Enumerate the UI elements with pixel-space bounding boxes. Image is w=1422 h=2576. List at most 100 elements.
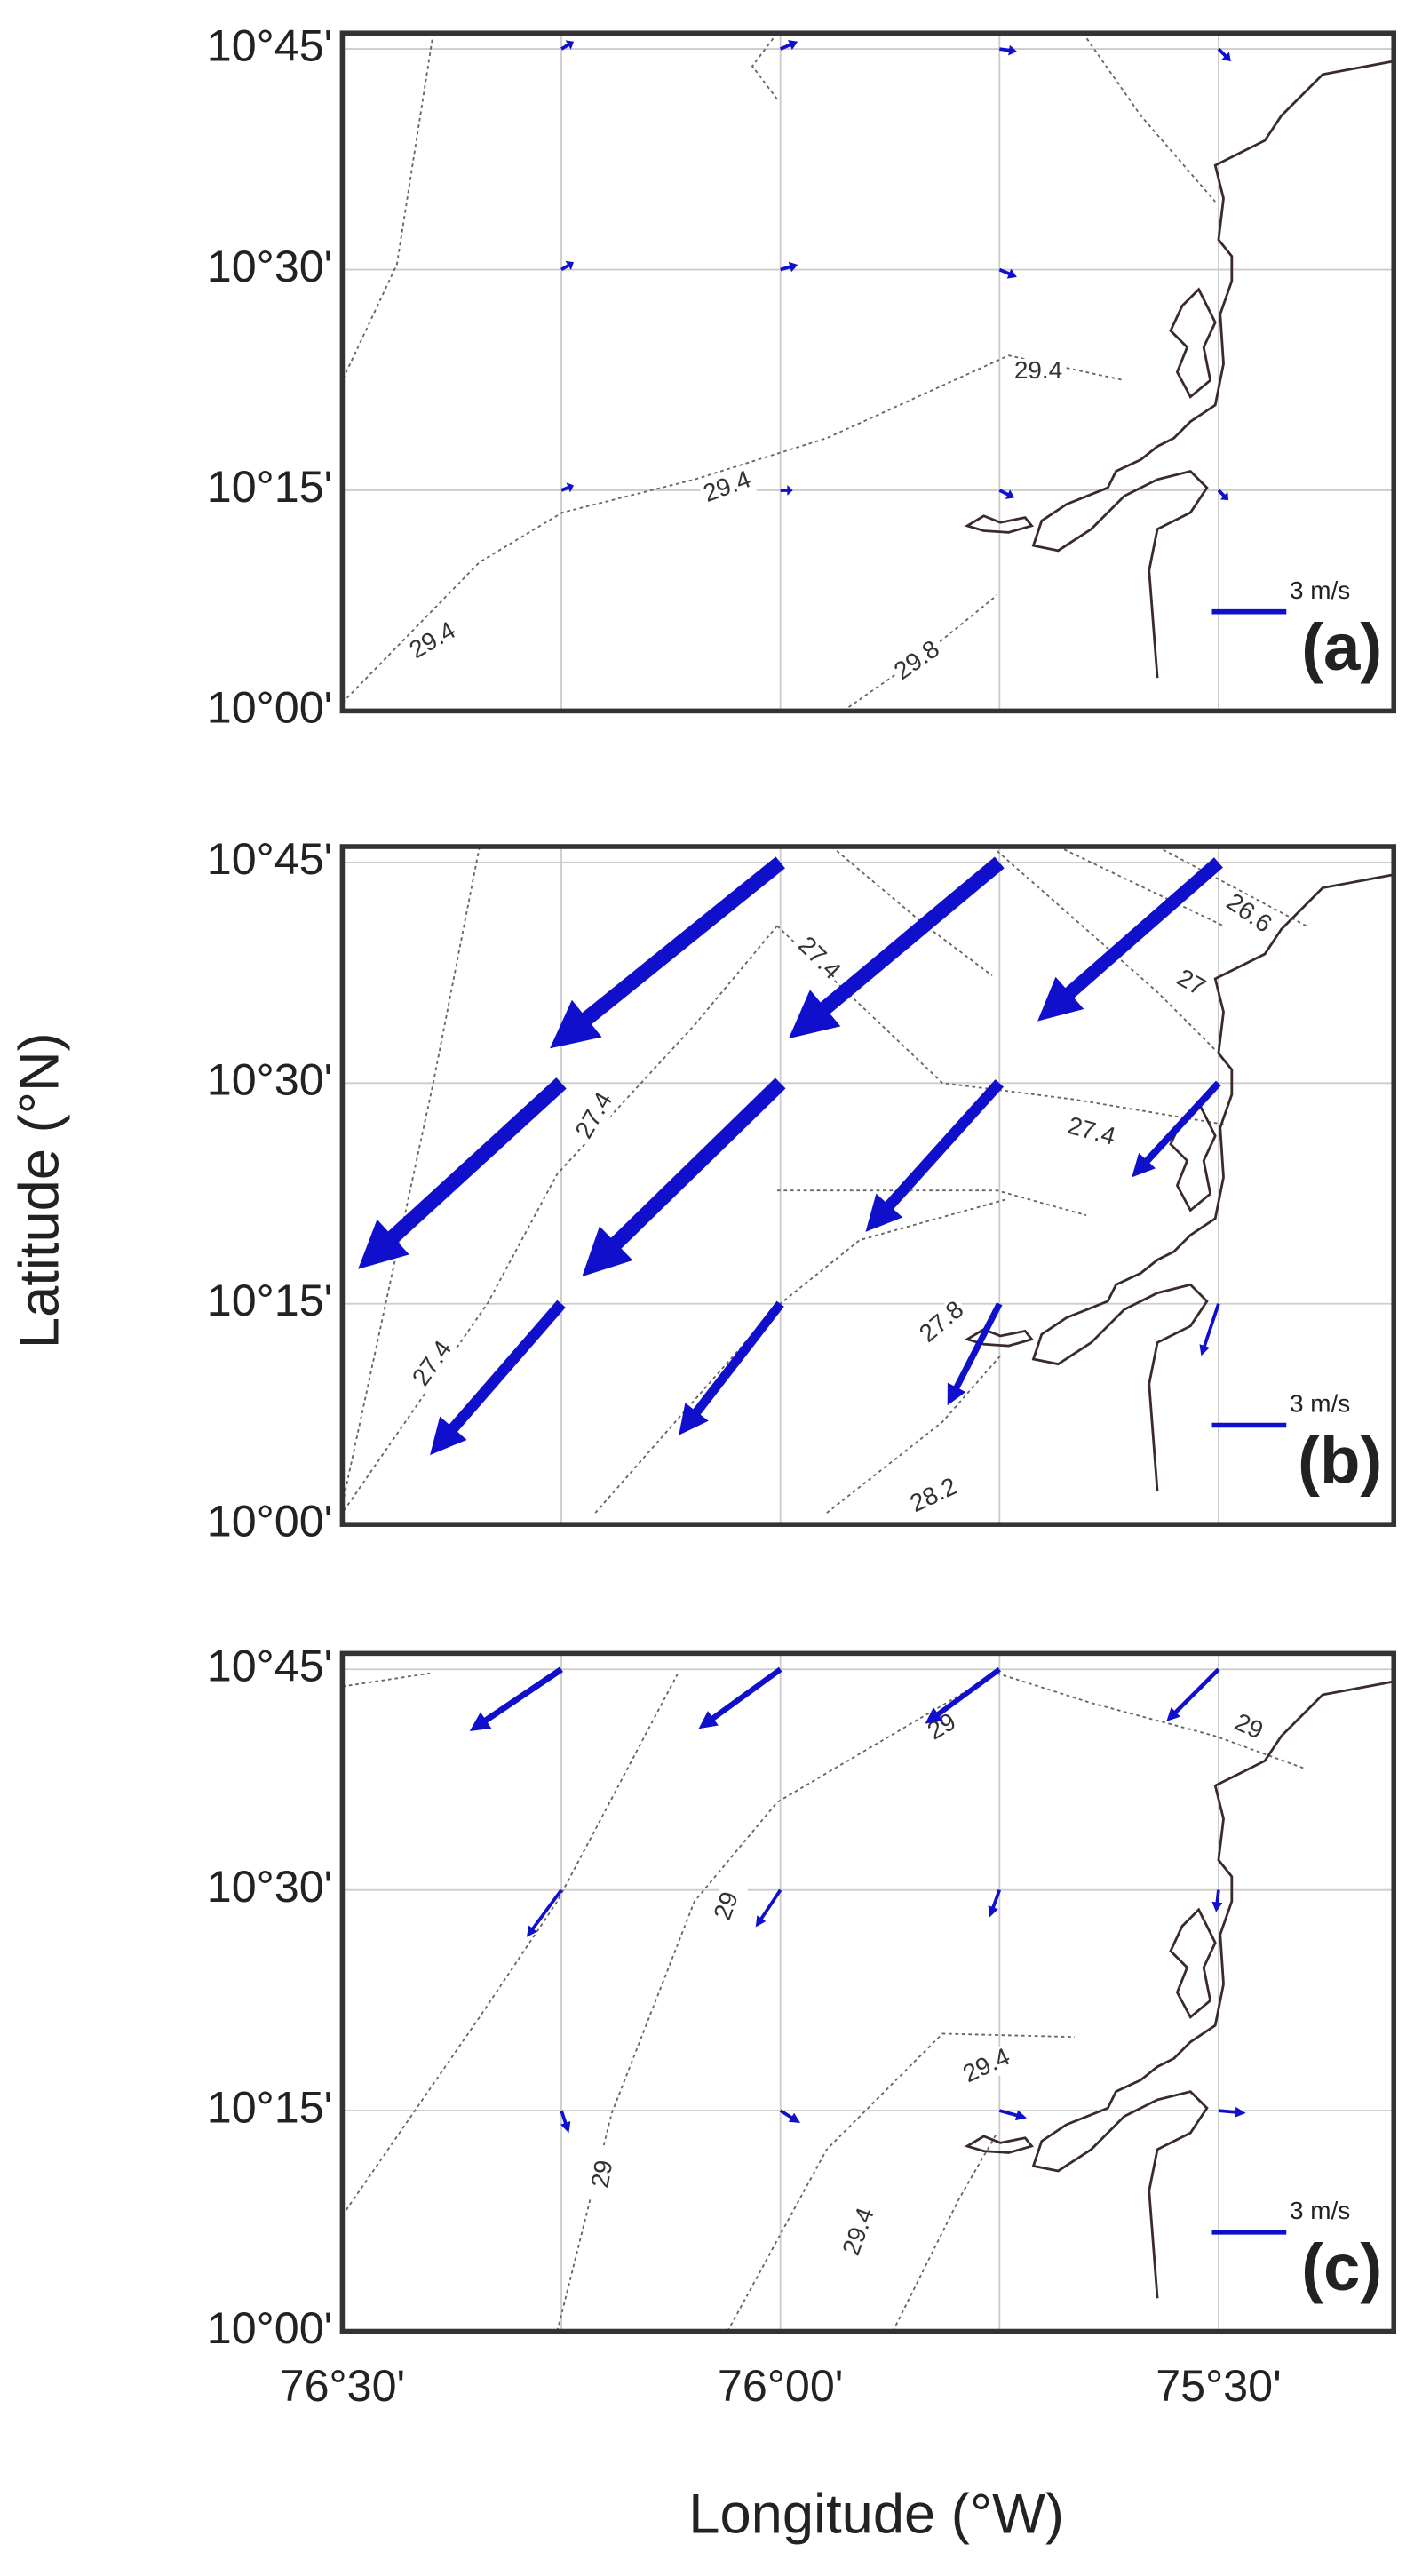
contour-line (751, 32, 778, 100)
current-vector (998, 267, 1017, 279)
current-vector (1217, 47, 1231, 62)
y-tick-label: 10°00' (207, 1496, 332, 1546)
y-tick-label: 10°30' (207, 242, 332, 291)
panel-label: (c) (1301, 2230, 1382, 2304)
contour-label: 29.4 (1014, 356, 1062, 384)
contour-label-bg (957, 2043, 1017, 2090)
x-axis-title: Longitude (°W) (688, 2484, 1064, 2546)
contour-label-bg (1161, 958, 1220, 1009)
contour-label-bg (913, 1295, 972, 1350)
map-panel: 29.429.429.4 29.83 m/s(a) (339, 30, 1397, 714)
scale-label: 3 m/s (1290, 576, 1350, 604)
contour-line (830, 846, 993, 976)
current-vector (1218, 2106, 1246, 2118)
current-vector (925, 1666, 1002, 1724)
contour-line (1082, 32, 1216, 203)
panel-frame (339, 30, 1397, 714)
contour-line (341, 1673, 679, 2216)
contour-label-bg (1061, 1112, 1121, 1153)
current-vector (560, 40, 575, 51)
contour-label-bg (888, 635, 948, 688)
current-vector (469, 1666, 563, 1732)
scale-label: 3 m/s (1290, 1390, 1350, 1418)
current-vector (755, 1888, 782, 1928)
x-tick-label: 76°30' (280, 2361, 405, 2411)
contour-label-bg (1219, 1705, 1278, 1752)
current-vector (947, 1302, 1003, 1406)
x-tick-label: 76°00' (718, 2361, 843, 2411)
current-vector (560, 2110, 571, 2134)
current-vector (698, 1666, 782, 1729)
contour-label-bg (912, 1703, 973, 1753)
panel-label: (a) (1301, 610, 1382, 684)
contour-label-bg (904, 1473, 965, 1520)
y-tick-label: 10°45' (207, 20, 332, 70)
contour-label-bg (407, 1334, 460, 1394)
contour-label-bg (570, 1086, 620, 1146)
current-vector (1217, 489, 1229, 501)
contour-line (594, 1197, 1009, 1514)
current-vector (358, 1077, 567, 1269)
panel-label: (b) (1298, 1424, 1382, 1498)
y-tick-label: 10°00' (207, 683, 332, 733)
contour-line (776, 1189, 1087, 1216)
y-tick-label: 10°15' (207, 2082, 332, 2132)
x-tick-label: 75°30' (1156, 2361, 1281, 2411)
contour-line (892, 2132, 998, 2332)
contour-line (341, 354, 1125, 704)
current-vector (998, 2109, 1028, 2121)
panel-frame (339, 1650, 1397, 2334)
current-vector (560, 482, 575, 493)
contour-line (776, 925, 1224, 1125)
contour-label-bg (698, 465, 758, 510)
contour-label: 29 (585, 2158, 617, 2190)
current-vector (526, 1888, 563, 1937)
scale-label: 3 m/s (1290, 2197, 1350, 2224)
contour-line (997, 1672, 1307, 1770)
y-tick-label: 10°15' (207, 462, 332, 512)
panel-frame (339, 844, 1397, 1527)
contour-label-bg (838, 2202, 882, 2262)
contour-line (341, 846, 481, 1506)
current-vector (560, 260, 575, 272)
current-vector (999, 44, 1017, 56)
y-tick-label: 10°30' (207, 1862, 332, 1912)
current-vector (779, 40, 798, 51)
current-vector (779, 2109, 801, 2124)
contour-label-bg (1012, 358, 1065, 386)
contour-label-bg (403, 616, 464, 666)
current-vector (1166, 1667, 1220, 1721)
y-axis-title: Latitude (°N) (8, 1032, 70, 1348)
contour-label-bg (1219, 888, 1278, 941)
contour-line (341, 33, 434, 381)
current-vector (430, 1300, 566, 1456)
y-tick-label: 10°45' (207, 834, 332, 884)
contour-line (1057, 846, 1224, 927)
y-tick-label: 10°30' (207, 1055, 332, 1105)
y-tick-label: 10°45' (207, 1642, 332, 1691)
current-vector (1199, 1303, 1220, 1356)
contour-line (556, 1672, 997, 2332)
current-vector (865, 1079, 1004, 1232)
contour-line (826, 1355, 1001, 1514)
contour-label-bg (585, 2145, 622, 2203)
current-vector (1211, 1889, 1223, 1912)
contour-label-bg (790, 931, 847, 988)
current-vector (988, 1889, 1002, 1918)
current-vector (1132, 1080, 1221, 1178)
contour-line (991, 846, 1216, 1051)
contour-line (727, 2032, 1076, 2332)
y-tick-label: 10°15' (207, 1276, 332, 1325)
current-vector (780, 261, 798, 273)
current-vector (550, 856, 785, 1049)
current-vector (679, 1300, 784, 1435)
current-vector (998, 489, 1015, 499)
current-vector (582, 1077, 786, 1277)
contour-line (1156, 846, 1307, 927)
contour-label-bg (705, 1877, 750, 1936)
current-vector (780, 485, 793, 496)
current-vector (788, 856, 1005, 1039)
